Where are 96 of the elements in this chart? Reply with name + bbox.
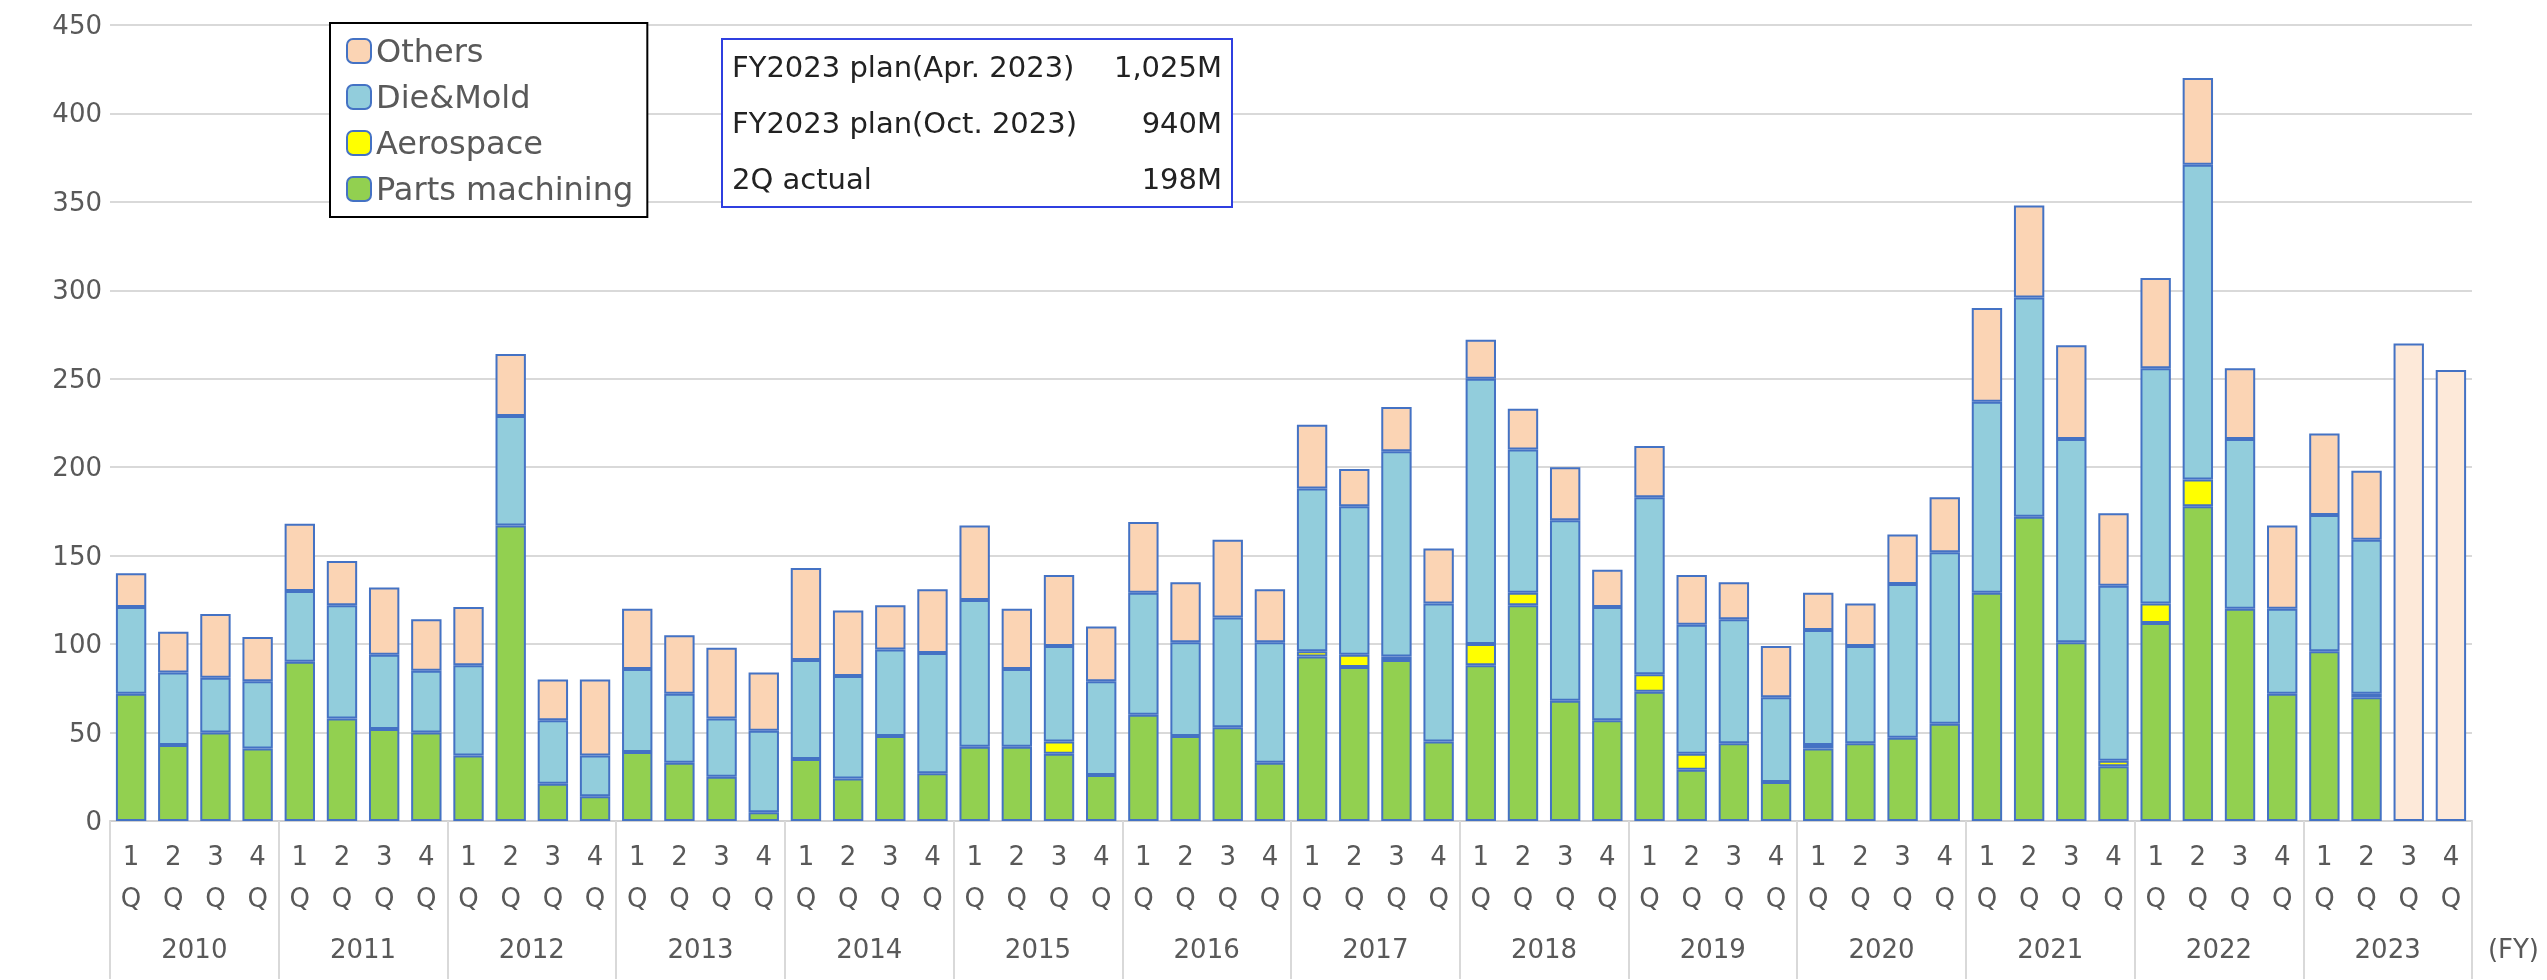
y-tick-label: 150 (52, 540, 102, 571)
annotation: 2Q actual (732, 162, 872, 196)
y-tick-label: 0 (85, 806, 102, 836)
y-tick-label: 350 (52, 186, 102, 217)
x-tick-label: 4Q (1090, 841, 1112, 913)
x-tick-label: 4Q (1259, 841, 1281, 913)
x-tick-label: 4Q (247, 841, 268, 913)
x-tick-label: 1Q (795, 841, 817, 913)
x-tick-label: 2Q (1850, 841, 1871, 913)
annotation: FY2023 plan(Apr. 2023) (732, 50, 1075, 84)
bar (2393, 343, 2424, 821)
x-tick-label: 2Q (500, 841, 521, 913)
x-tick-label: 1Q (1639, 841, 1660, 913)
annotation: 198M (1141, 162, 1222, 196)
x-tick-label: 2Q (2018, 841, 2040, 913)
bar (2435, 369, 2467, 821)
x-tick-label: 1Q (1470, 841, 1492, 913)
text: 2020 (1848, 934, 1915, 964)
x-tick-label: 2Q (1512, 841, 1534, 913)
x-tick-label: 3Q (711, 841, 732, 913)
x-tick-label: 1Q (458, 841, 479, 913)
text: 2014 (836, 934, 903, 964)
text: 2023 (2354, 934, 2421, 964)
text: 2017 (1342, 934, 1409, 964)
y-tick-label: 250 (52, 363, 102, 394)
x-tick-label: 4Q (922, 841, 943, 913)
y-tick-label: 200 (52, 452, 102, 483)
x-tick-label: 2Q (1175, 841, 1196, 913)
x-tick-label: 3Q (1554, 841, 1576, 913)
x-tick-label: 3Q (880, 841, 901, 913)
text: 2012 (498, 934, 565, 964)
x-tick-label: 2Q (1344, 841, 1365, 913)
text: 2011 (329, 934, 397, 964)
text: 2010 (161, 934, 228, 964)
x-tick-label: 2Q (2187, 841, 2209, 913)
x-tick-label: 4Q (416, 841, 437, 913)
legend-label: Die&Mold (376, 78, 531, 116)
x-tick-label: 4Q (2103, 841, 2124, 913)
x-tick-label: 4Q (584, 841, 606, 913)
x-tick-label: 2Q (669, 841, 690, 913)
y-tick-label: 100 (52, 629, 102, 660)
x-tick-label: 4Q (753, 841, 774, 913)
legend-label: Aerospace (376, 124, 543, 162)
x-tick-label: 1Q (1976, 841, 1998, 913)
text: 2019 (1679, 934, 1746, 964)
x-tick-label: 3Q (205, 841, 226, 913)
x-tick-label: 1Q (1301, 841, 1323, 913)
x-tick-label: 3Q (1386, 841, 1407, 913)
text: (FY) (2487, 934, 2539, 964)
x-tick-label: 3Q (1723, 841, 1745, 913)
bar (1803, 748, 1834, 821)
y-tick-label: 450 (52, 10, 102, 40)
y-tick-label: 50 (68, 717, 102, 748)
text: 2015 (1004, 934, 1072, 964)
x-tick-label: 1Q (627, 841, 648, 913)
x-tick-label: 2Q (837, 841, 859, 913)
x-tick-label: 2Q (163, 841, 184, 913)
x-tick-label: 3Q (2229, 841, 2251, 913)
x-tick-label: 1Q (289, 841, 311, 913)
bar (1381, 660, 1412, 821)
text: 2018 (1510, 934, 1578, 964)
text: 2022 (2185, 934, 2253, 964)
x-tick-label: 4Q (2271, 841, 2293, 913)
x-tick-label: 3Q (2398, 841, 2419, 913)
x-tick-label: 2Q (2356, 841, 2377, 913)
text: 2021 (2017, 934, 2084, 964)
x-tick-label: 4Q (2440, 841, 2462, 913)
x-tick-label: 2Q (1681, 841, 1702, 913)
x-tick-label: 4Q (1765, 841, 1787, 913)
x-tick-label: 1Q (1808, 841, 1829, 913)
x-tick-label: 3Q (1892, 841, 1913, 913)
x-tick-label: 4Q (1428, 841, 1449, 913)
x-tick-label: 3Q (373, 841, 395, 913)
x-tick-label: 2Q (1006, 841, 1028, 913)
x-tick-label: 4Q (1597, 841, 1618, 913)
x-tick-label: 3Q (2061, 841, 2082, 913)
x-tick-label: 3Q (542, 841, 564, 913)
y-tick-label: 300 (52, 275, 102, 306)
x-tick-label: 1Q (2314, 841, 2335, 913)
x-tick-label: 1Q (964, 841, 985, 913)
x-tick-label: 1Q (120, 841, 142, 913)
x-tick-label: 2Q (331, 841, 353, 913)
annotation: 1,025M (1113, 50, 1222, 84)
text: 2016 (1173, 934, 1240, 964)
annotation: FY2023 plan(Oct. 2023) (732, 106, 1078, 140)
x-tick-label: 1Q (2145, 841, 2166, 913)
bar (2351, 697, 2382, 821)
x-tick-label: 3Q (1217, 841, 1238, 913)
x-tick-label: 4Q (1934, 841, 1955, 913)
x-tick-label: 1Q (1133, 841, 1154, 913)
y-tick-label: 400 (52, 98, 102, 129)
x-tick-label: 3Q (1048, 841, 1070, 913)
legend-label: Parts machining (376, 170, 634, 208)
legend-label: Others (376, 32, 484, 70)
annotation: 940M (1141, 106, 1222, 140)
text: 2013 (667, 934, 734, 964)
